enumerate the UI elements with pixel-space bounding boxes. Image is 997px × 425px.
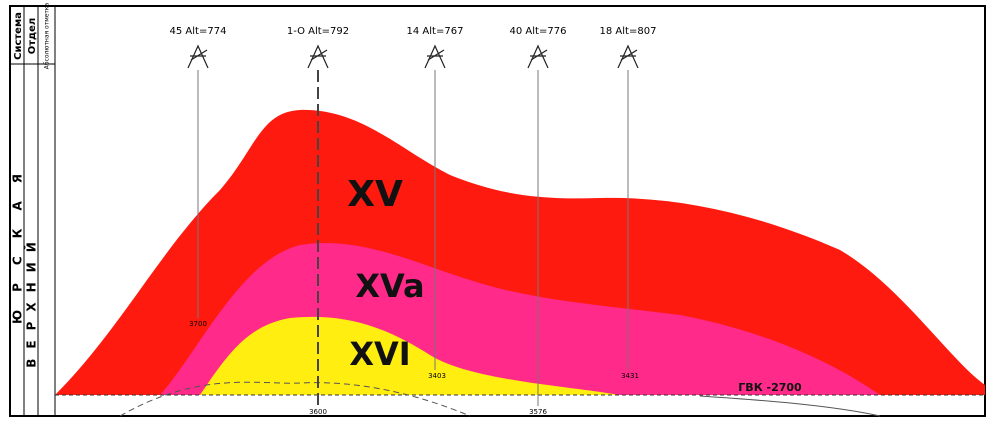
well-depth: 3576	[529, 408, 547, 416]
well-label: 1-O Alt=792	[287, 26, 349, 37]
well-label: 14 Alt=767	[407, 26, 464, 37]
system-name: ЮРСКАЯ	[11, 156, 25, 324]
well-depth: 3600	[309, 408, 327, 416]
header-department: Отдел	[27, 18, 38, 54]
section: Система Отдел Абсолютная отметка ЮРСКАЯ …	[0, 0, 997, 421]
well-label: 18 Alt=807	[600, 26, 657, 37]
header-altitude: Абсолютная отметка	[44, 2, 51, 69]
well-depth: 3403	[428, 372, 446, 380]
well-label: 45 Alt=774	[170, 26, 227, 37]
layer-label: XV	[347, 174, 403, 215]
layer-label: XVI	[349, 335, 410, 373]
well-label: 40 Alt=776	[510, 26, 567, 37]
header-system: Система	[13, 12, 24, 60]
layer-label: XVa	[355, 267, 424, 305]
well-depth: 3700	[189, 320, 207, 328]
department-name: ВЕРХНИЙ	[24, 232, 39, 368]
well-depth: 3431	[621, 372, 639, 380]
contact-label: ГВК -2700	[738, 381, 802, 394]
